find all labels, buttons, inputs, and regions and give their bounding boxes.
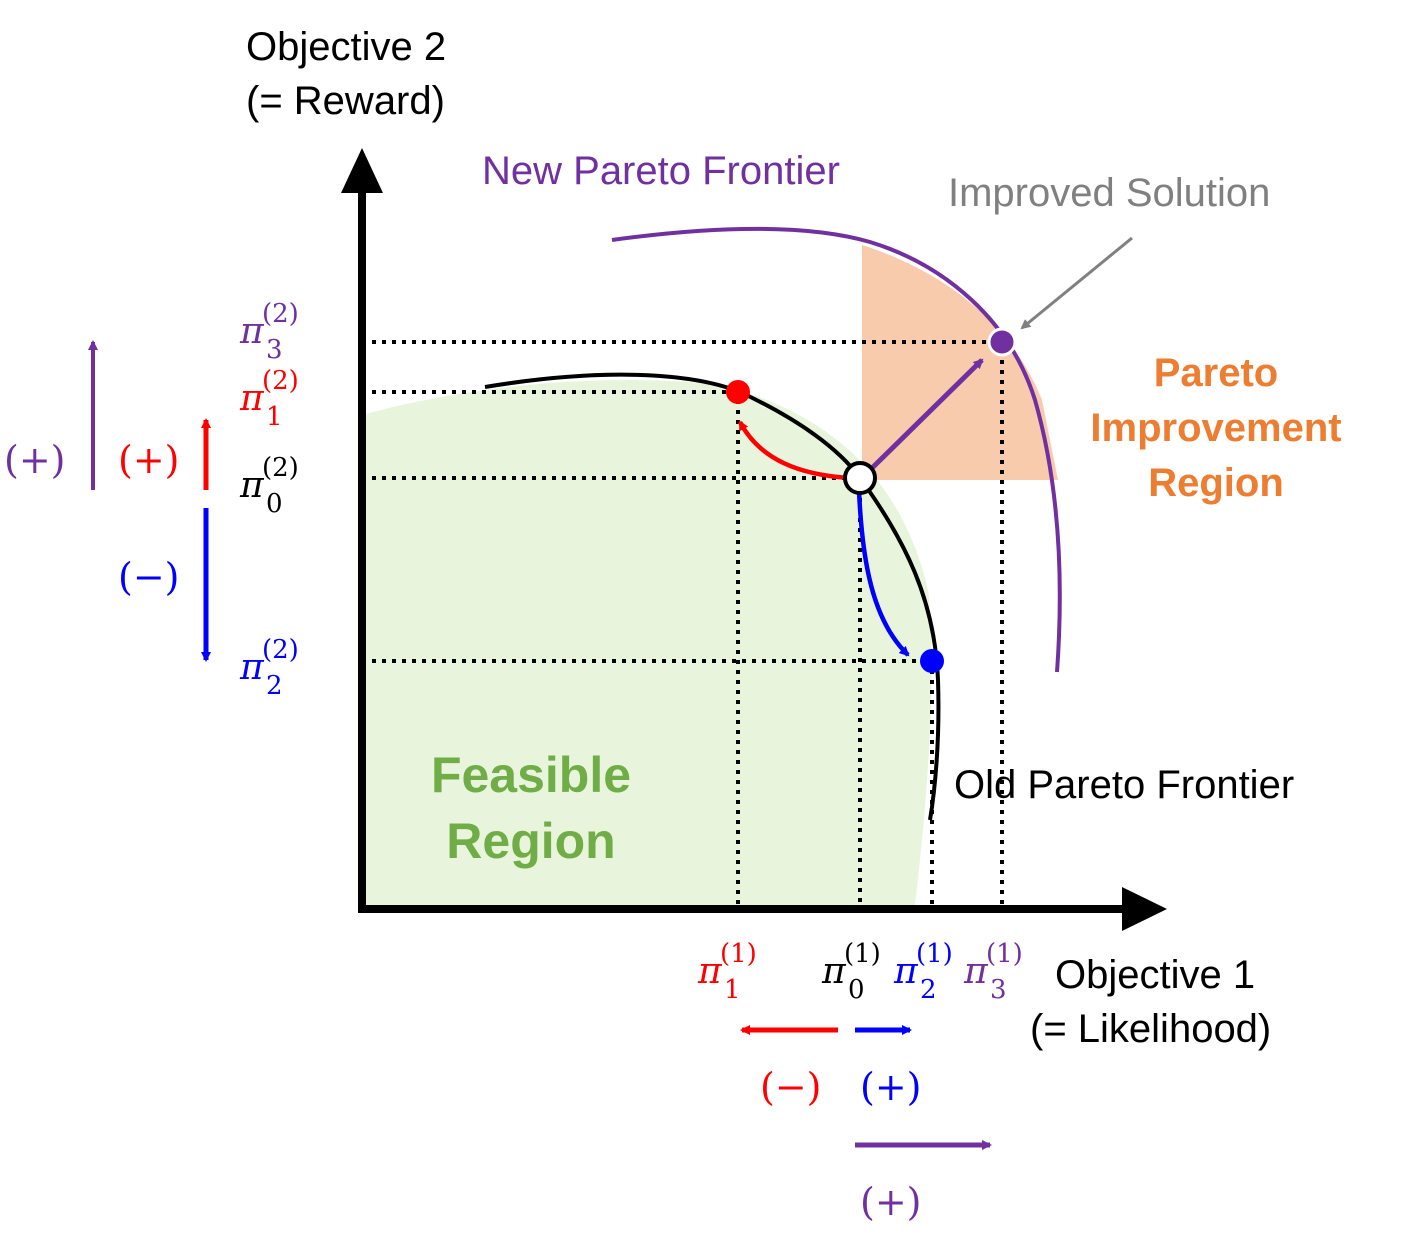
svg-text:π: π — [239, 311, 265, 352]
x-blue-sign: (+) — [860, 1065, 922, 1109]
new-pareto-frontier — [611, 226, 1062, 673]
y-axis-title-line1: Objective 2 — [246, 25, 446, 69]
svg-text:(2): (2) — [262, 366, 299, 396]
x-axis-title-line2: (= Likelihood) — [1030, 1007, 1271, 1051]
y-tick-pi2: π 2 (2) — [239, 635, 299, 701]
svg-text:π: π — [697, 951, 723, 992]
svg-text:(2): (2) — [262, 635, 299, 665]
old-frontier-label: Old Pareto Frontier — [954, 763, 1294, 807]
guide-lines — [372, 340, 1004, 905]
svg-text:(1): (1) — [844, 939, 881, 969]
improvement-region-label-2: Improvement — [1090, 406, 1341, 450]
svg-text:1: 1 — [724, 975, 741, 1005]
y-tick-pi3: π 3 (2) — [239, 299, 299, 365]
feasible-region — [362, 379, 932, 905]
point-pi0 — [843, 461, 877, 495]
x-tick-pi1: π 1 (1) — [697, 939, 757, 1005]
x-tick-pi2: π 2 (1) — [893, 939, 953, 1005]
svg-text:1: 1 — [266, 402, 283, 432]
y-blue-sign: (−) — [118, 555, 180, 599]
x-axis-arrowhead — [1122, 887, 1167, 931]
arrow-to-pi3 — [868, 358, 984, 472]
svg-text:(1): (1) — [720, 939, 757, 969]
svg-text:(1): (1) — [916, 939, 953, 969]
svg-text:π: π — [963, 951, 989, 992]
x-tick-pi3: π 3 (1) — [963, 939, 1023, 1005]
y-purple-sign: (+) — [4, 438, 66, 482]
svg-text:π: π — [893, 951, 919, 992]
improvement-region-label-3: Region — [1148, 461, 1284, 505]
y-axis-title-line2: (= Reward) — [246, 79, 445, 123]
y-red-sign: (+) — [118, 438, 180, 482]
improvement-region-label-1: Pareto — [1154, 351, 1279, 395]
point-pi3 — [987, 327, 1017, 357]
arrow-to-pi2 — [856, 489, 910, 657]
y-tick-pi0: π 0 (2) — [239, 453, 299, 519]
svg-text:π: π — [239, 378, 265, 419]
point-pi2 — [920, 649, 944, 673]
feasible-region-label-1: Feasible — [431, 747, 631, 803]
svg-text:2: 2 — [266, 671, 283, 701]
svg-text:(1): (1) — [986, 939, 1023, 969]
feasible-region-label-2: Region — [446, 813, 615, 869]
y-axis-arrowhead — [341, 148, 383, 193]
improved-solution-label: Improved Solution — [948, 171, 1270, 215]
pareto-improvement-region — [862, 245, 1058, 480]
svg-text:3: 3 — [990, 975, 1007, 1005]
svg-text:3: 3 — [266, 335, 283, 365]
svg-text:π: π — [239, 465, 265, 506]
new-frontier-label: New Pareto Frontier — [482, 149, 840, 193]
x-purple-sign: (+) — [860, 1180, 922, 1224]
x-red-sign: (−) — [760, 1065, 822, 1109]
svg-text:π: π — [821, 951, 847, 992]
improved-solution-pointer — [1020, 236, 1133, 330]
x-tick-pi0: π 0 (1) — [821, 939, 881, 1005]
point-pi1 — [726, 380, 750, 404]
svg-text:2: 2 — [920, 975, 937, 1005]
arrow-to-pi1 — [738, 420, 851, 481]
svg-text:(2): (2) — [262, 299, 299, 329]
y-tick-pi1: π 1 (2) — [239, 366, 299, 432]
svg-text:(2): (2) — [262, 453, 299, 483]
svg-text:0: 0 — [266, 489, 283, 519]
svg-text:π: π — [239, 647, 265, 688]
x-axis-title-line1: Objective 1 — [1055, 953, 1255, 997]
svg-text:0: 0 — [848, 975, 865, 1005]
